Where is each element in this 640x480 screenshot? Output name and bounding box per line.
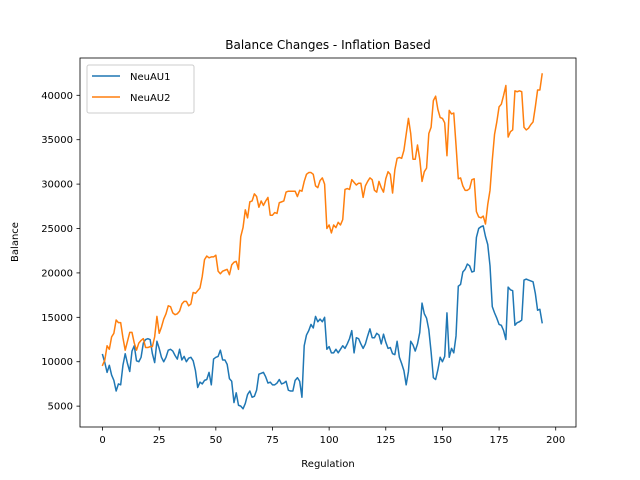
legend-box xyxy=(86,64,195,114)
x-tick-label: 75 xyxy=(266,435,279,446)
x-axis-ticks: 0 25 50 75 100 125 150 175 200 xyxy=(99,427,565,446)
y-tick-label: 10000 xyxy=(41,357,73,368)
x-tick-label: 150 xyxy=(433,435,452,446)
y-tick-label: 20000 xyxy=(41,268,73,279)
x-axis-label: Regulation xyxy=(301,459,354,470)
y-tick-label: 5000 xyxy=(48,402,73,413)
y-tick-label: 30000 xyxy=(41,180,73,191)
x-tick-label: 200 xyxy=(546,435,565,446)
y-tick-label: 35000 xyxy=(41,135,73,146)
y-tick-label: 15000 xyxy=(41,313,73,324)
series-layer xyxy=(101,73,543,410)
y-tick-label: 25000 xyxy=(41,224,73,235)
series-line-neuau2 xyxy=(101,73,543,367)
series-line-neuau1 xyxy=(101,225,543,410)
legend: NeuAU1 NeuAU2 xyxy=(86,64,195,114)
chart-title: Balance Changes - Inflation Based xyxy=(225,38,431,52)
plot-area-frame xyxy=(79,57,577,428)
y-tick-label: 40000 xyxy=(41,91,73,102)
legend-label-neuau2: NeuAU2 xyxy=(130,93,171,104)
x-tick-label: 175 xyxy=(490,435,509,446)
x-tick-label: 25 xyxy=(153,435,166,446)
x-tick-label: 100 xyxy=(320,435,339,446)
legend-label-neuau1: NeuAU1 xyxy=(130,72,171,83)
x-tick-label: 50 xyxy=(209,435,222,446)
y-axis-label: Balance xyxy=(10,222,21,262)
y-axis-ticks: 5000 10000 15000 20000 25000 30000 35000 40000 xyxy=(41,91,80,413)
x-tick-label: 125 xyxy=(376,435,395,446)
x-tick-label: 0 xyxy=(99,435,105,446)
